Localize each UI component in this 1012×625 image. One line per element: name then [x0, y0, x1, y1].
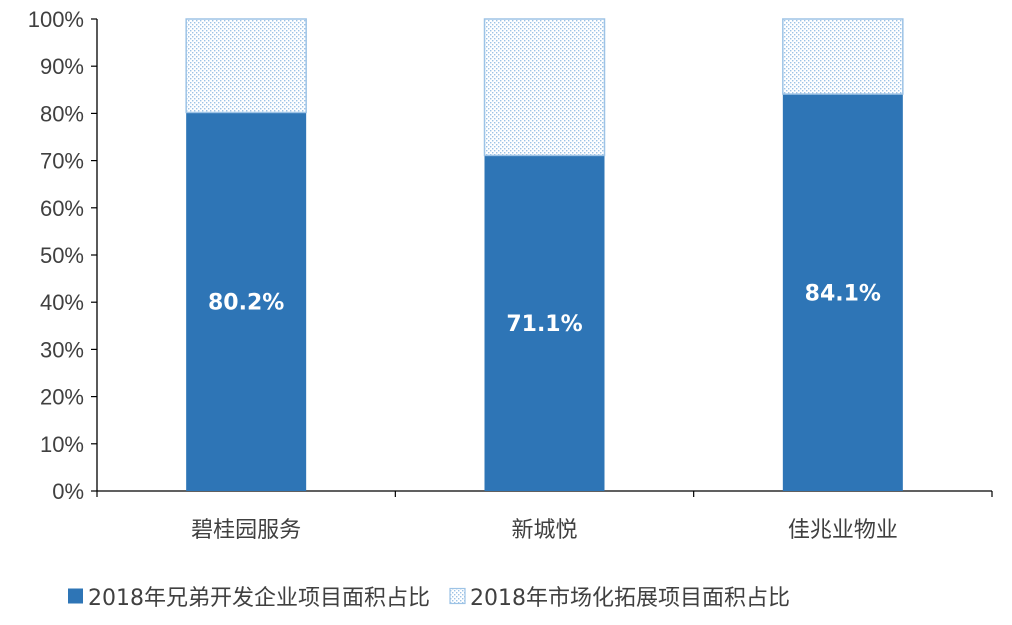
y-tick-label: 60%: [40, 196, 84, 221]
legend-swatch: [68, 588, 83, 604]
category-label: 新城悦: [511, 518, 577, 543]
y-tick-label: 100%: [28, 7, 84, 32]
bar-market: [782, 18, 904, 95]
bar-developer: [186, 112, 307, 492]
bar-market: [185, 18, 307, 114]
bar-developer: [484, 155, 605, 491]
x-axis: 碧桂园服务 新城悦 佳兆业物业: [96, 490, 993, 543]
y-tick-label: 80%: [40, 101, 84, 126]
y-tick-label: 30%: [40, 337, 84, 362]
legend-swatch: [449, 587, 466, 605]
y-tick-label: 0%: [52, 479, 84, 504]
y-tick-label: 50%: [40, 243, 84, 268]
y-tick-label: 40%: [40, 290, 84, 315]
bars: 80.2% 71.1% 84.1%: [185, 18, 904, 492]
legend: 2018年兄弟开发企业项目面积占比 2018年市场化拓展项目面积占比: [68, 586, 790, 611]
y-tick-label: 90%: [40, 54, 84, 79]
legend-label: 2018年市场化拓展项目面积占比: [470, 586, 790, 611]
category-label: 佳兆业物业: [788, 518, 898, 543]
data-label: 84.1%: [805, 282, 881, 307]
y-tick-label: 20%: [40, 385, 84, 410]
data-label: 71.1%: [506, 312, 582, 337]
bar-market: [483, 18, 606, 157]
category-label: 碧桂园服务: [191, 518, 301, 543]
y-tick-label: 70%: [40, 149, 84, 174]
y-axis: 0% 10% 20% 30% 40% 50% 60% 70% 80% 90% 100%: [28, 7, 98, 504]
y-tick-label: 10%: [40, 432, 84, 457]
bar-developer: [782, 94, 903, 491]
legend-label: 2018年兄弟开发企业项目面积占比: [88, 586, 430, 611]
data-label: 80.2%: [208, 291, 284, 316]
